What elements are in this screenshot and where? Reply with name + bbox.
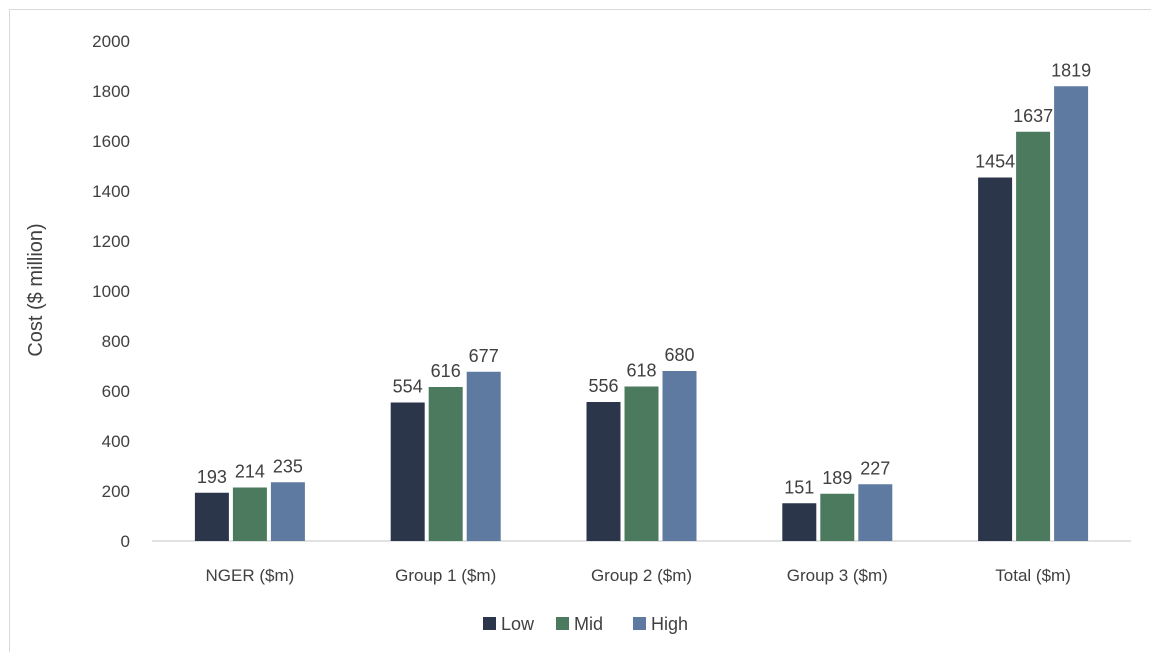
category-label: Group 1 ($m) — [395, 566, 496, 585]
y-tick-label: 200 — [102, 482, 130, 501]
bar-mid — [1016, 131, 1051, 541]
data-label: 1454 — [975, 152, 1015, 172]
y-axis-ticks: 0 200 400 600 800 1000 1200 1400 1600 1800 2000 — [92, 32, 130, 551]
y-tick-label: 1600 — [92, 132, 130, 151]
data-label: 235 — [273, 456, 303, 476]
data-label: 214 — [235, 462, 265, 482]
chart-frame — [9, 9, 1151, 652]
y-axis-label-group: Cost ($ million) — [25, 223, 47, 356]
data-label: 556 — [588, 376, 618, 396]
legend-swatch-low — [483, 617, 496, 630]
y-tick-label: 0 — [121, 532, 130, 551]
data-label: 151 — [784, 477, 814, 497]
bar-low — [782, 503, 817, 541]
data-labels: 193 214 235 554 616 677 556 618 680 151 189 227 1454… — [197, 60, 1091, 497]
bar-low — [390, 402, 425, 541]
bar-high — [1054, 86, 1089, 541]
y-tick-label: 2000 — [92, 32, 130, 51]
bar-mid — [428, 387, 463, 541]
y-tick-label: 1800 — [92, 82, 130, 101]
legend-label-low: Low — [501, 614, 535, 634]
bar-high — [662, 371, 697, 541]
bar-mid — [232, 487, 267, 541]
category-label: Group 2 ($m) — [591, 566, 692, 585]
data-label: 554 — [393, 377, 423, 397]
bar-high — [858, 484, 893, 541]
data-label: 677 — [469, 346, 499, 366]
data-label: 618 — [626, 361, 656, 381]
bar-low — [978, 177, 1013, 541]
bars — [194, 86, 1089, 541]
category-label: NGER ($m) — [206, 566, 295, 585]
y-tick-label: 1200 — [92, 232, 130, 251]
data-label: 680 — [664, 345, 694, 365]
bar-mid — [624, 386, 659, 541]
bar-high — [270, 482, 305, 541]
legend-label-mid: Mid — [574, 614, 603, 634]
legend: Low Mid High — [483, 614, 688, 634]
category-label: Total ($m) — [995, 566, 1071, 585]
legend-swatch-high — [633, 617, 646, 630]
legend-swatch-mid — [556, 617, 569, 630]
data-label: 189 — [822, 468, 852, 488]
data-label: 1819 — [1051, 60, 1091, 80]
y-tick-label: 600 — [102, 382, 130, 401]
category-labels: NGER ($m) Group 1 ($m) Group 2 ($m) Group 3… — [206, 566, 1071, 585]
y-tick-label: 400 — [102, 432, 130, 451]
y-axis-label: Cost ($ million) — [25, 223, 47, 356]
bar-low — [194, 492, 229, 541]
bar-mid — [820, 493, 855, 541]
data-label: 193 — [197, 467, 227, 487]
category-label: Group 3 ($m) — [787, 566, 888, 585]
data-label: 227 — [860, 458, 890, 478]
legend-label-high: High — [651, 614, 688, 634]
bar-high — [466, 371, 501, 541]
bar-low — [586, 402, 621, 541]
y-tick-label: 800 — [102, 332, 130, 351]
data-label: 616 — [431, 361, 461, 381]
y-tick-label: 1400 — [92, 182, 130, 201]
data-label: 1637 — [1013, 106, 1053, 126]
y-tick-label: 1000 — [92, 282, 130, 301]
